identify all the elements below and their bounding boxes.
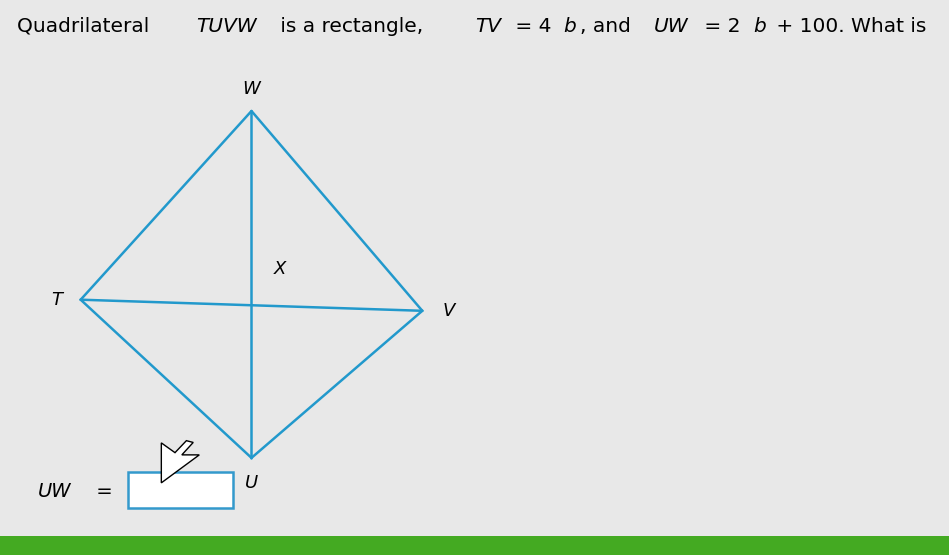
Text: W: W (243, 80, 260, 98)
Text: V: V (442, 302, 456, 320)
Text: b: b (754, 17, 766, 36)
Text: =: = (90, 482, 113, 501)
Text: Quadrilateral: Quadrilateral (17, 17, 156, 36)
Text: U: U (245, 474, 258, 492)
Polygon shape (161, 441, 199, 483)
Text: TV: TV (475, 17, 501, 36)
Text: , and: , and (580, 17, 637, 36)
FancyBboxPatch shape (0, 536, 949, 555)
FancyBboxPatch shape (128, 472, 233, 508)
Text: is a rectangle,: is a rectangle, (274, 17, 430, 36)
Text: UW: UW (654, 17, 688, 36)
Text: = 2: = 2 (698, 17, 741, 36)
Text: UW: UW (38, 482, 71, 501)
Text: + 100. What is: + 100. What is (770, 17, 933, 36)
Text: b: b (564, 17, 576, 36)
Text: = 4: = 4 (509, 17, 551, 36)
Text: TUVW: TUVW (195, 17, 256, 36)
Text: T: T (51, 291, 63, 309)
Text: X: X (273, 260, 287, 278)
